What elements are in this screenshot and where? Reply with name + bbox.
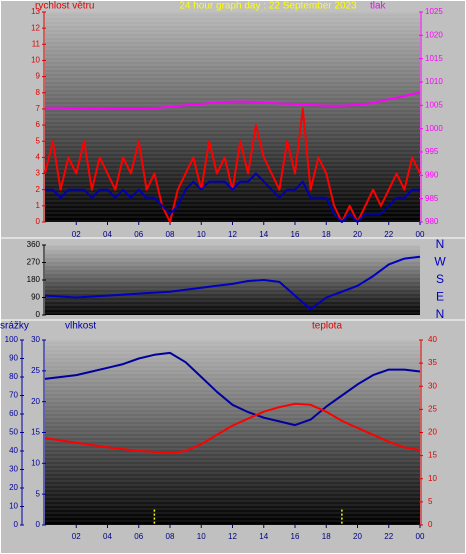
y-tick-label: 10 [31, 56, 40, 65]
y2-tick-label: 1005 [425, 100, 443, 109]
rain-label: srážky [0, 321, 29, 332]
x-tick-label: 00 [416, 230, 425, 239]
y-tick-label: 10 [9, 502, 18, 511]
y2-tick-label: 10 [428, 474, 437, 483]
y-tick-label: 270 [27, 258, 41, 267]
y2-tick-label: 985 [425, 194, 439, 203]
y-tick-label: 7 [36, 104, 41, 113]
y3-tick-label: 25 [31, 366, 40, 375]
y-tick-label: 3 [36, 169, 41, 178]
y2-tick-label: 0 [428, 520, 433, 529]
y-tick-label: 90 [31, 293, 40, 302]
y-tick-label: 0 [36, 217, 41, 226]
y3-tick-label: 0 [36, 520, 41, 529]
y-tick-label: 60 [9, 409, 18, 418]
series-line [45, 172, 420, 223]
x-tick-label: 14 [259, 532, 268, 541]
x-tick-label: 02 [72, 532, 81, 541]
x-tick-label: 12 [228, 230, 237, 239]
y-tick-label: 6 [36, 120, 41, 129]
x-tick-label: 18 [322, 230, 331, 239]
y-tick-label: 5 [36, 136, 41, 145]
x-tick-label: 10 [197, 230, 206, 239]
y2-tick-label: N [436, 237, 445, 251]
y-tick-label: 40 [9, 446, 18, 455]
x-tick-label: 16 [291, 230, 300, 239]
y2-tick-label: N [436, 307, 445, 321]
x-tick-label: 18 [322, 532, 331, 541]
y3-tick-label: 5 [36, 489, 41, 498]
x-tick-label: 06 [134, 532, 143, 541]
y-tick-label: 9 [36, 72, 41, 81]
y-tick-label: 0 [14, 520, 19, 529]
y-tick-label: 11 [32, 39, 41, 48]
y-tick-label: 100 [5, 335, 19, 344]
x-tick-label: 00 [416, 532, 425, 541]
y2-tick-label: 980 [425, 217, 439, 226]
y-tick-label: 0 [36, 310, 41, 319]
x-tick-label: 12 [228, 532, 237, 541]
y-tick-label: 50 [9, 428, 18, 437]
x-tick-label: 04 [103, 230, 112, 239]
plot-stripes [45, 340, 420, 525]
chart-title: 24 hour graph day : 22 September 2023 [179, 1, 357, 12]
y-tick-label: 80 [9, 372, 18, 381]
y-tick-label: 20 [9, 483, 18, 492]
y2-tick-label: 15 [428, 451, 437, 460]
y3-tick-label: 10 [31, 458, 40, 467]
wind-label: rychlost větru [35, 1, 94, 12]
y2-tick-label: 25 [428, 404, 437, 413]
y-tick-label: 2 [36, 185, 41, 194]
y2-tick-label: 20 [428, 428, 437, 437]
y-tick-label: 12 [31, 23, 40, 32]
temperature-label: teplota [312, 321, 342, 332]
x-tick-label: 04 [103, 532, 112, 541]
x-tick-label: 20 [353, 230, 362, 239]
y2-tick-label: 990 [425, 170, 439, 179]
series-line [44, 351, 421, 427]
y2-tick-label: 40 [428, 335, 437, 344]
y-tick-label: 8 [36, 88, 41, 97]
humidity-label: vlhkost [65, 321, 96, 332]
y2-tick-label: 30 [428, 381, 437, 390]
x-tick-label: 08 [166, 532, 175, 541]
series-line [44, 255, 421, 311]
x-tick-label: 10 [197, 532, 206, 541]
x-tick-label: 16 [291, 532, 300, 541]
y2-tick-label: S [436, 272, 444, 286]
y-tick-label: 360 [27, 240, 41, 249]
y-tick-label: 70 [9, 391, 18, 400]
series-line [45, 91, 421, 111]
pressure-label: tlak [370, 1, 387, 12]
x-tick-label: 08 [166, 230, 175, 239]
x-tick-label: 20 [353, 532, 362, 541]
x-tick-label: 22 [384, 230, 393, 239]
x-tick-label: 14 [259, 230, 268, 239]
x-tick-label: 06 [134, 230, 143, 239]
y2-tick-label: 1020 [425, 30, 443, 39]
y-tick-label: 30 [9, 465, 18, 474]
y2-tick-label: 35 [428, 358, 437, 367]
y3-tick-label: 30 [31, 335, 40, 344]
y-tick-label: 180 [27, 275, 41, 284]
y2-tick-label: 1010 [425, 77, 443, 86]
y3-tick-label: 15 [31, 428, 40, 437]
y2-tick-label: 1025 [425, 7, 443, 16]
series-line [44, 402, 421, 455]
y2-tick-label: 1000 [425, 124, 443, 133]
plot-stripes [45, 245, 420, 315]
x-tick-label: 22 [384, 532, 393, 541]
y-tick-label: 90 [9, 354, 18, 363]
y-tick-label: 4 [36, 152, 41, 161]
y2-tick-label: W [434, 255, 446, 269]
y-tick-label: 1 [36, 201, 41, 210]
y2-tick-label: 995 [425, 147, 439, 156]
y2-tick-label: 5 [428, 497, 433, 506]
y2-tick-label: E [436, 290, 444, 304]
y3-tick-label: 20 [31, 397, 40, 406]
x-tick-label: 02 [72, 230, 81, 239]
y2-tick-label: 1015 [425, 54, 443, 63]
y-tick-label: 13 [31, 7, 40, 16]
